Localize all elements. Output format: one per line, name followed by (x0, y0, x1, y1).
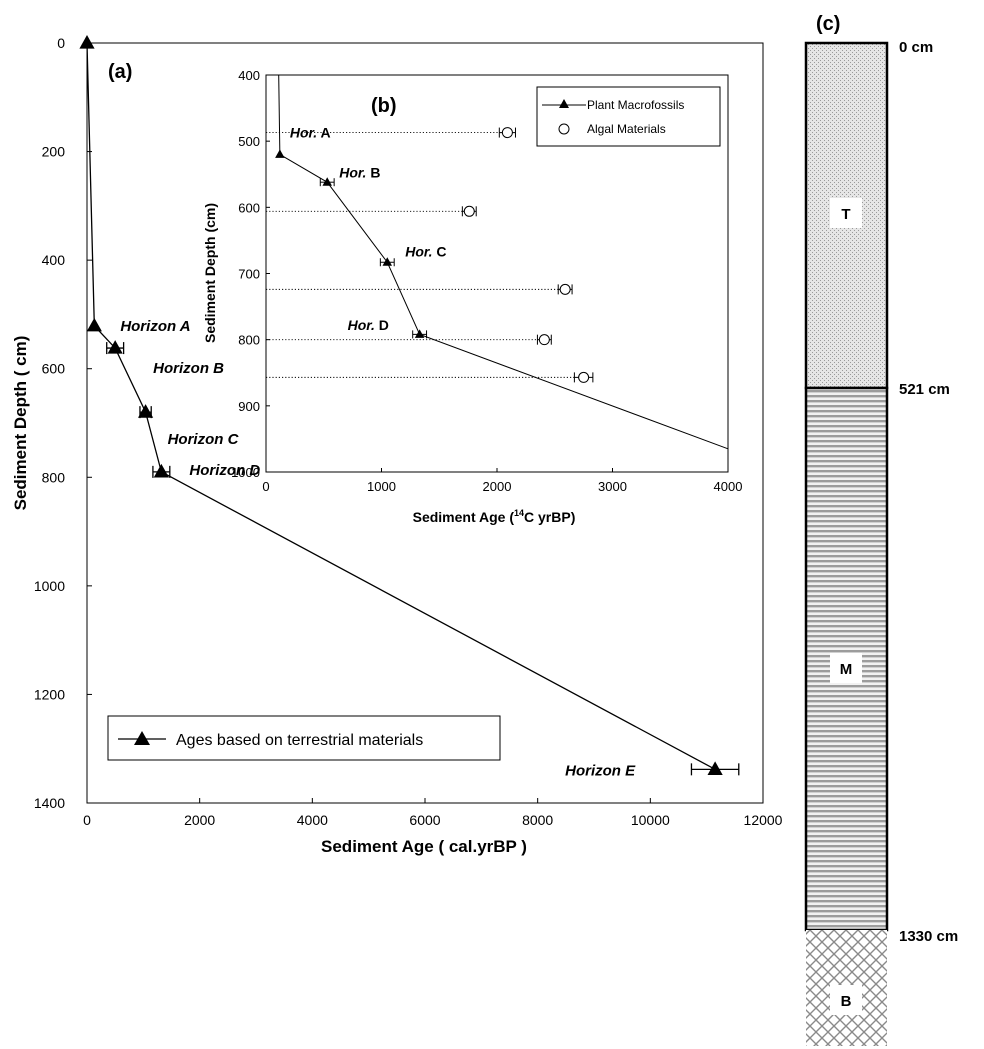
panel-a-x-tick-label: 6000 (409, 812, 440, 828)
panel-b: 0 1000 2000 3000 40004005006007008009001000 … (202, 68, 742, 525)
panel-b-data-point-circle (578, 371, 590, 383)
panel-a-data-point-triangle (707, 761, 723, 775)
panel-a-series-line (86, 42, 716, 770)
panel-b-horizon-label-prefix: Hor. (339, 164, 366, 180)
panel-b-data-point-circle (538, 334, 550, 346)
panel-b-legend-triangle-icon (559, 99, 569, 108)
panel-b-y-tick-label: 1000 (231, 465, 260, 480)
panel-b-horizon-label-prefix: Hor. (405, 244, 432, 260)
unit-t-label-box (830, 198, 862, 228)
panel-b-horizon-label-letter: B (366, 164, 380, 180)
panel-b-legend-box (536, 86, 721, 147)
panel-b-y-tick-label: 500 (238, 134, 260, 149)
unit-t-label: T (841, 206, 850, 223)
panel-b-label: (b) (371, 95, 397, 117)
panel-b-data-point-circle (559, 283, 571, 295)
panel-a-y-tick-label: 600 (42, 361, 66, 377)
panel-a-horizon-label: Horizon B (153, 360, 224, 377)
depth-label-521: 521 cm (899, 381, 950, 398)
panel-a-x-tick-label: 4000 (297, 812, 328, 828)
panel-b-horizon-label-prefix: Hor. (348, 317, 375, 333)
panel-a-horizon-label: Horizon C (168, 431, 240, 448)
panel-a-legend-entry: Ages based on terrestrial materials (176, 732, 423, 749)
panel-b-data-point-triangle (382, 257, 393, 266)
panel-a-y-tick-label: 200 (42, 144, 66, 160)
panel-a-horizon-label: Horizon D (189, 462, 260, 479)
panel-a-data-point-triangle (137, 404, 154, 418)
panel-b-series-line-plant (278, 74, 729, 450)
depth-label-0: 0 cm (899, 39, 933, 56)
panel-a-axes: 0 2000 4000 6000 8000 10000 120000200400600800… (34, 35, 783, 828)
panel-b-horizon-label-letter: C (433, 244, 447, 260)
panel-a-x-axis-label: Sediment Age ( cal.yrBP ) (321, 837, 527, 856)
unit-m-label-box (830, 653, 862, 683)
panel-b-data-point-triangle (322, 177, 332, 186)
panel-b-horizon-label-letter: A (317, 125, 330, 141)
panel-b-legend-circle-icon (558, 123, 570, 135)
panel-b-horizon-label: Hor. C (405, 244, 446, 260)
panel-b-x-tick-label: 4000 (714, 479, 743, 494)
panel-b-y-tick-label: 900 (238, 399, 260, 414)
panel-a-data-point-triangle (79, 35, 95, 49)
panel-b-y-tick-label: 400 (238, 68, 260, 83)
panel-a-horizon-label: Horizon A (120, 318, 190, 335)
panel-b-horizon-label: Hor. D (348, 317, 389, 333)
panel-b-x-axis-label-part2: C yrBP) (524, 509, 575, 525)
panel-b-x-axis-label: Sediment Age (14C yrBP) (413, 508, 576, 525)
panel-a-y-tick-label: 1200 (34, 686, 65, 702)
panel-a-x-tick-label: 8000 (522, 812, 553, 828)
panel-b-horizon-label-prefix: Hor. (290, 125, 317, 141)
panel-a-data-point-triangle (153, 463, 169, 478)
panel-a-x-tick-label: 0 (83, 812, 91, 828)
panel-b-dotted-lines (266, 132, 575, 378)
panel-a-legend-triangle-icon (134, 731, 150, 745)
unit-b-label: B (841, 993, 852, 1010)
panel-a-label: (a) (108, 61, 132, 83)
panel-a-horizon-label: Horizon E (565, 762, 636, 779)
panel-b-horizon-label-letter: D (375, 317, 389, 333)
panel-a-data-point-triangle (86, 317, 102, 332)
panel-a-y-tick-label: 0 (57, 35, 65, 51)
panel-b-data-point-circle (463, 205, 475, 217)
panel-a-x-tick-label: 2000 (184, 812, 215, 828)
panel-b-data-point-circle (501, 127, 513, 139)
panel-c: (c) T M B 0 cm 521 cm 1330 cm (804, 13, 958, 1046)
panel-a-legend-box (107, 715, 501, 761)
panel-a-y-tick-label: 1000 (34, 578, 65, 594)
panel-a-x-tick-label: 10000 (631, 812, 670, 828)
panel-b-legend: Plant Macrofossils Algal Materials (536, 86, 721, 147)
panel-a-series: Horizon A Horizon B Horizon C Horizon D Hori… (79, 35, 740, 779)
panel-b-y-axis-label: Sediment Depth (cm) (202, 203, 218, 343)
panel-b-y-tick-label: 700 (238, 267, 260, 282)
panel-b-horizon-label: Hor. A (290, 125, 331, 141)
panel-a-y-tick-label: 800 (42, 469, 66, 485)
panel-b-x-axis-label-superscript: 14 (514, 508, 524, 518)
panel-b-y-tick-label: 600 (238, 200, 260, 215)
depth-label-1330: 1330 cm (899, 928, 958, 945)
panel-a-legend: Ages based on terrestrial materials (107, 715, 501, 761)
panel-b-x-tick-label: 0 (262, 479, 269, 494)
panel-a-y-axis-label: Sediment Depth ( cm) (11, 336, 30, 511)
panel-b-x-tick-label: 2000 (483, 479, 512, 494)
panel-b-data-point-triangle (275, 149, 285, 158)
panel-a-y-tick-label: 1400 (34, 795, 65, 811)
panel-b-legend-entry-plant: Plant Macrofossils (587, 98, 684, 112)
panel-b-x-tick-label: 3000 (598, 479, 627, 494)
unit-m-layer (804, 386, 889, 932)
unit-m-label: M (840, 661, 853, 678)
panel-b-legend-entry-algal: Algal Materials (587, 122, 666, 136)
panel-c-label: (c) (816, 13, 840, 35)
panel-b-x-tick-label: 1000 (367, 479, 396, 494)
panel-b-y-tick-label: 800 (238, 333, 260, 348)
panel-a-x-tick-label: 12000 (744, 812, 783, 828)
panel-b-data-point-triangle (414, 329, 425, 338)
unit-b-label-box (830, 985, 862, 1015)
panel-a-data-point-triangle (107, 340, 123, 354)
panel-b-x-axis-label-part1: Sediment Age ( (413, 509, 515, 525)
panel-b-horizon-label: Hor. B (339, 164, 380, 180)
panel-a-y-tick-label: 400 (42, 252, 66, 268)
